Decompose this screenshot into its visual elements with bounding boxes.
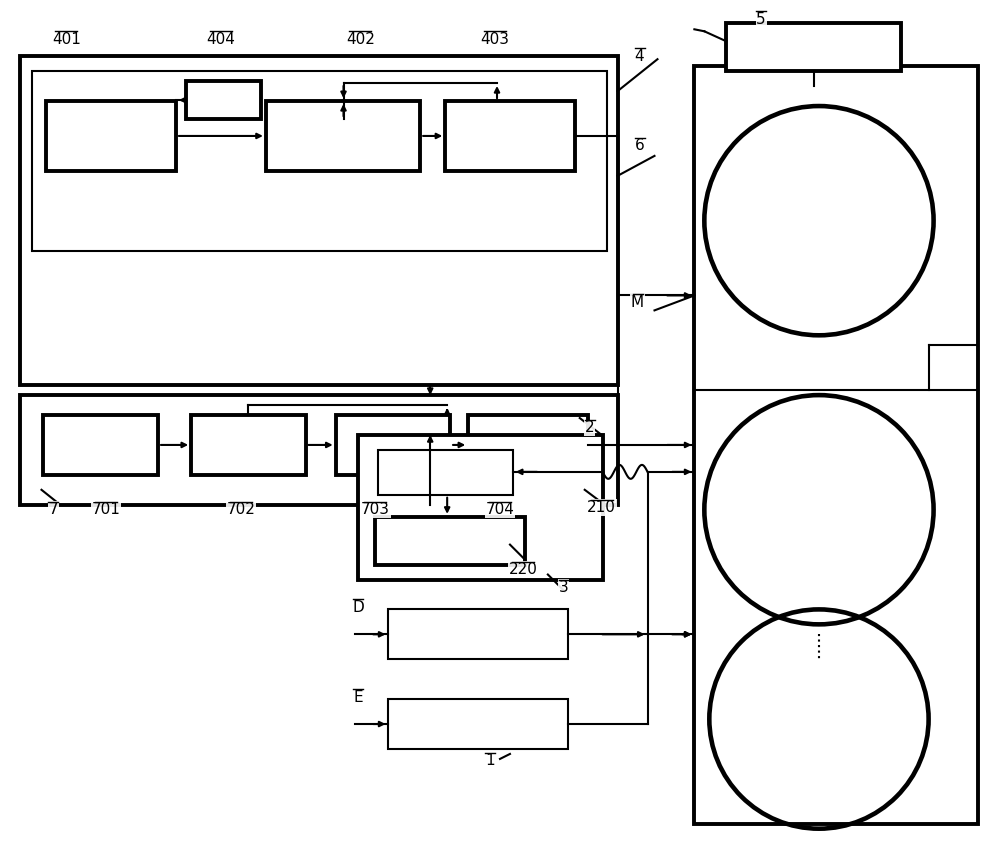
Bar (191, 415, 306, 475)
Text: 220: 220 (508, 562, 537, 577)
Text: 4: 4 (635, 49, 644, 64)
Text: 2: 2 (585, 421, 595, 435)
Text: 210: 210 (587, 500, 616, 516)
Text: 704: 704 (486, 502, 514, 517)
Text: 5: 5 (756, 12, 766, 27)
Text: 6: 6 (635, 139, 644, 153)
Bar (186, 81, 261, 119)
Text: 404: 404 (206, 32, 235, 47)
Bar (32, 71, 607, 251)
Bar (20, 56, 618, 385)
Bar (336, 415, 450, 475)
Bar (358, 435, 603, 580)
Bar (468, 415, 588, 475)
Bar (694, 66, 978, 823)
Text: 703: 703 (361, 502, 390, 517)
Text: 401: 401 (52, 32, 81, 47)
Bar (46, 101, 176, 171)
Text: M: M (631, 295, 644, 310)
Bar (378, 450, 513, 495)
Text: 7: 7 (49, 502, 58, 517)
Bar (726, 23, 901, 71)
Text: 402: 402 (346, 32, 375, 47)
Text: 702: 702 (226, 502, 255, 517)
Text: 3: 3 (559, 580, 569, 595)
Text: 701: 701 (92, 502, 121, 517)
Bar (266, 101, 420, 171)
Bar (43, 415, 158, 475)
Bar (388, 610, 568, 659)
Bar (20, 395, 618, 504)
Bar (445, 101, 575, 171)
Text: 1: 1 (485, 753, 495, 769)
Text: E: E (354, 690, 363, 705)
Text: D: D (353, 600, 364, 615)
Bar (388, 699, 568, 749)
Text: 403: 403 (481, 32, 510, 47)
Bar (375, 516, 525, 564)
